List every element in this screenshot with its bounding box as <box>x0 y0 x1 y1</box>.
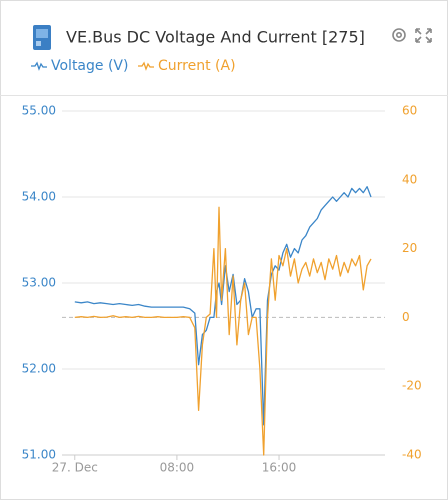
settings-icon[interactable] <box>392 28 406 42</box>
chart-title: VE.Bus DC Voltage And Current [275] <box>66 28 365 47</box>
y-tick-label: 54.00 <box>22 190 56 204</box>
x-tick-label: 16:00 <box>262 461 297 475</box>
data-line <box>74 186 372 426</box>
y-tick-label: 55.00 <box>22 104 56 118</box>
legend-symbol <box>31 61 47 71</box>
device-icon <box>33 25 51 50</box>
y2-tick-label: 60 <box>402 104 417 118</box>
y2-tick-label: 0 <box>402 310 410 324</box>
expand-icon[interactable] <box>415 28 432 43</box>
legend-label[interactable]: Voltage (V) <box>51 58 128 74</box>
data-line <box>74 206 372 456</box>
legend-symbol <box>138 61 154 71</box>
x-tick-label: 08:00 <box>160 461 195 475</box>
y-tick-label: 53.00 <box>22 276 56 290</box>
y2-tick-label: 20 <box>402 241 417 255</box>
legend-label[interactable]: Current (A) <box>158 58 236 74</box>
y-tick-label: 52.00 <box>22 362 56 376</box>
x-tick-label: 27. Dec <box>52 461 98 475</box>
y2-tick-label: -20 <box>402 379 422 393</box>
y-tick-label: 51.00 <box>22 448 56 462</box>
y2-tick-label: 40 <box>402 172 417 186</box>
y2-tick-label: -40 <box>402 448 422 462</box>
